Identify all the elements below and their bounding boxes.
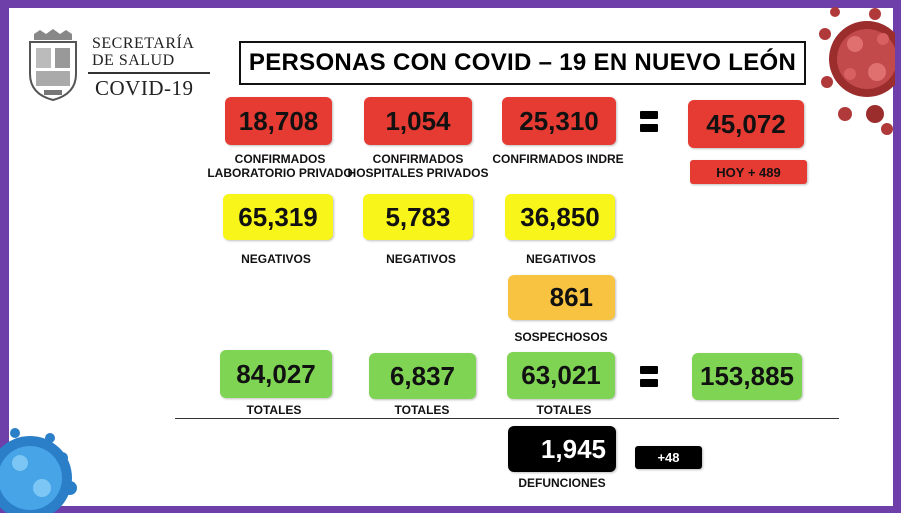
totals-indre-label: TOTALES [536,403,592,417]
deaths-label: DEFUNCIONES [518,476,606,490]
section-divider [175,418,839,419]
nuevo-leon-seal-icon [29,29,77,102]
confirmed-total-value: 45,072 [706,108,786,139]
negatives-indre-box: 36,850 [505,194,615,240]
negatives-indre-label: NEGATIVOS [526,252,596,266]
frame-bottom-border [0,506,901,513]
deaths-value: 1,945 [540,433,606,464]
suspects-label: SOSPECHOSOS [514,330,608,344]
totals-private-lab-label: TOTALES [246,403,302,417]
totals-indre-box: 63,021 [507,352,615,399]
confirmed-private-lab-label: CONFIRMADOS LABORATORIO PRIVADO [200,152,360,180]
frame-top-border [0,0,901,8]
negatives-private-hospitals-label: NEGATIVOS [386,252,456,266]
confirmed-total-box: 45,072 [688,100,804,148]
equals-sign-icon [640,111,658,133]
virus-decoration-icon [819,7,895,135]
totals-grand-value: 153,885 [700,361,794,391]
confirmed-indre-label: CONFIRMADOS INDRE [492,152,624,166]
secretaria-salud-logo: SECRETARÍA DE SALUD COVID-19 [22,24,210,106]
confirmed-today-value: HOY + 489 [716,164,781,180]
totals-private-hospitals-value: 6,837 [389,360,456,391]
totals-indre-value: 63,021 [521,360,601,390]
confirmed-private-hospitals-label-line2: HOSPITALES PRIVADOS [347,166,489,180]
page-title-box: PERSONAS CON COVID – 19 EN NUEVO LEÓN [239,41,806,85]
virus-decoration-icon [0,428,77,513]
confirmed-private-lab-label-line2: LABORATORIO PRIVADO [207,166,353,180]
deaths-today-value: +48 [657,450,680,465]
equals-sign-icon [640,366,658,388]
confirmed-indre-box: 25,310 [502,97,616,145]
totals-private-lab-box: 84,027 [220,350,332,398]
negatives-private-lab-box: 65,319 [223,194,333,240]
deaths-box: 1,945 [508,426,616,472]
logo-text-covid: COVID-19 [95,76,194,100]
confirmed-private-hospitals-value: 1,054 [385,105,451,136]
confirmed-private-hospitals-label-line1: CONFIRMADOS [372,152,464,166]
logo-text-secretaria: SECRETARÍA [92,35,195,52]
confirmed-indre-value: 25,310 [519,105,599,136]
negatives-indre-value: 36,850 [520,201,600,232]
totals-private-hospitals-box: 6,837 [369,353,476,399]
suspects-value: 861 [549,282,593,312]
negatives-private-hospitals-box: 5,783 [363,194,473,240]
confirmed-private-hospitals-box: 1,054 [364,97,472,145]
logo-divider [88,72,210,74]
confirmed-today-badge: HOY + 489 [690,160,807,184]
totals-grand-box: 153,885 [692,353,802,400]
confirmed-private-lab-box: 18,708 [225,97,332,145]
confirmed-private-lab-label-line1: CONFIRMADOS [234,152,326,166]
frame-left-border [0,0,9,513]
totals-private-hospitals-label: TOTALES [394,403,450,417]
confirmed-private-lab-value: 18,708 [238,105,319,136]
negatives-private-hospitals-value: 5,783 [385,201,451,232]
logo-text-de-salud: DE SALUD [92,52,175,69]
frame-right-border [893,0,901,513]
totals-private-lab-value: 84,027 [236,358,316,389]
negatives-private-lab-value: 65,319 [238,201,318,232]
page-title: PERSONAS CON COVID – 19 EN NUEVO LEÓN [248,49,797,76]
suspects-box: 861 [508,275,615,320]
confirmed-private-hospitals-label: CONFIRMADOS HOSPITALES PRIVADOS [343,152,493,180]
deaths-today-badge: +48 [635,446,702,469]
negatives-private-lab-label: NEGATIVOS [241,252,311,266]
